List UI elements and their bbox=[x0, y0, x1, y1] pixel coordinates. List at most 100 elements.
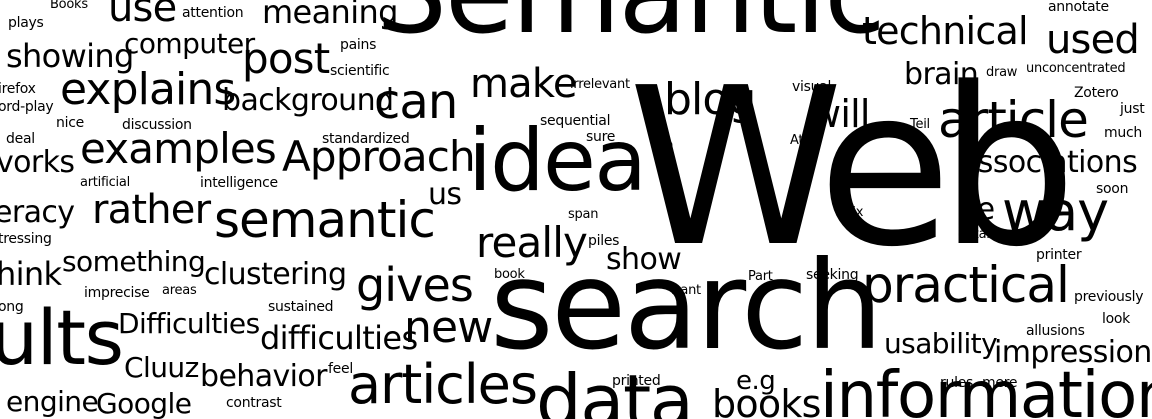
word-zotero: Zotero bbox=[1074, 85, 1119, 101]
word-difficulties: difficulties bbox=[260, 319, 418, 357]
word-mere: mere bbox=[982, 375, 1018, 391]
word-can: can bbox=[374, 74, 458, 130]
word-seeking: seeking bbox=[806, 267, 859, 283]
word-showing: showing bbox=[6, 37, 134, 75]
word-detail: detail bbox=[958, 227, 993, 242]
word-allusions: allusions bbox=[1026, 323, 1085, 339]
word-span: span bbox=[568, 207, 599, 222]
word-make: make bbox=[470, 61, 577, 107]
word-information: information bbox=[820, 359, 1152, 419]
word-eg: e.g bbox=[736, 366, 776, 396]
word-used: used bbox=[1046, 17, 1140, 63]
word-ults: ults bbox=[0, 293, 124, 382]
word-discussion: discussion bbox=[122, 117, 192, 133]
word-show: show bbox=[606, 242, 682, 277]
word-book: book bbox=[494, 267, 525, 282]
word-semantic-title: Semantic bbox=[376, 0, 886, 50]
word-impression: impression bbox=[994, 335, 1152, 370]
word-way: way bbox=[1002, 180, 1109, 243]
word-rather: rather bbox=[92, 187, 211, 233]
word-tressing: tressing bbox=[0, 231, 52, 247]
word-sequential: sequential bbox=[540, 113, 611, 129]
word-feel: feel bbox=[328, 361, 353, 377]
word-standardized: standardized bbox=[322, 131, 410, 147]
word-sure: sure bbox=[586, 129, 616, 145]
word-just: just bbox=[1120, 101, 1145, 117]
word-plays: plays bbox=[8, 15, 44, 31]
word-piles: piles bbox=[588, 233, 620, 249]
word-ong: ong bbox=[0, 299, 24, 315]
word-attention: attention bbox=[182, 5, 244, 21]
word-hink: hink bbox=[0, 255, 62, 293]
word-use: use bbox=[108, 0, 177, 31]
word-examples: examples bbox=[80, 124, 277, 173]
word-usability: usability bbox=[884, 327, 998, 360]
word-technical: technical bbox=[862, 9, 1029, 53]
word-much: much bbox=[1104, 125, 1142, 141]
word-cluuz: Cluuz bbox=[124, 351, 199, 384]
word-go: go bbox=[656, 137, 673, 153]
word-sustained: sustained bbox=[268, 299, 334, 315]
word-gives: gives bbox=[356, 258, 474, 312]
word-engine: engine bbox=[6, 385, 99, 418]
word-ord-play: ord-play bbox=[0, 99, 54, 115]
word-pains: pains bbox=[340, 37, 377, 53]
word-brain: brain bbox=[904, 57, 979, 92]
word-approach: Approach bbox=[282, 132, 476, 181]
word-deal: deal bbox=[6, 131, 35, 147]
word-search: search bbox=[490, 235, 883, 377]
word-post: post bbox=[242, 34, 330, 83]
word-books-cap: Books bbox=[50, 0, 88, 12]
word-contrast: contrast bbox=[226, 395, 282, 411]
word-blog: blog bbox=[664, 74, 756, 125]
word-imprecise: imprecise bbox=[84, 285, 150, 301]
word-practical: practical bbox=[862, 256, 1070, 314]
word-irefox: irefox bbox=[0, 81, 36, 97]
word-really: really bbox=[476, 218, 588, 267]
word-draw: draw bbox=[986, 65, 1018, 80]
word-web: Web bbox=[628, 42, 1077, 295]
word-rules: rules bbox=[940, 375, 974, 391]
word-annotate: annotate bbox=[1048, 0, 1109, 15]
word-books: books bbox=[712, 382, 821, 419]
word-ie: i.e bbox=[960, 192, 995, 227]
word-nice: nice bbox=[56, 115, 84, 131]
word-articles: articles bbox=[348, 353, 538, 416]
word-computer: computer bbox=[124, 27, 255, 60]
word-associations: associations bbox=[960, 145, 1138, 180]
word-soon: soon bbox=[1096, 181, 1129, 197]
word-zeix: Zeix bbox=[836, 205, 864, 220]
word-intelligence: intelligence bbox=[200, 175, 278, 191]
word-previously: previously bbox=[1074, 289, 1144, 305]
word-unconcentrated: unconcentrated bbox=[1026, 61, 1126, 76]
word-google: Google bbox=[96, 387, 192, 419]
word-visual: visual bbox=[792, 79, 832, 95]
word-vorks: vorks bbox=[0, 145, 75, 180]
word-idea: idea bbox=[468, 111, 647, 211]
word-new: new bbox=[404, 302, 493, 353]
word-areas: areas bbox=[162, 283, 197, 298]
word-will: will bbox=[810, 92, 870, 136]
word-semantic-lower: semantic bbox=[214, 191, 436, 249]
word-printer: printer bbox=[1036, 247, 1082, 263]
word-explains: explains bbox=[60, 64, 236, 115]
word-background: background bbox=[222, 83, 394, 118]
word-want: want bbox=[670, 283, 701, 298]
word-irrelevant: irrelevant bbox=[570, 77, 630, 92]
word-printed: printed bbox=[612, 373, 661, 389]
word-at: At bbox=[790, 133, 804, 148]
word-part: Part bbox=[748, 269, 773, 284]
word-scientific: scientific bbox=[330, 63, 390, 79]
word-meaning: meaning bbox=[262, 0, 398, 31]
word-teil: Teil bbox=[910, 117, 930, 132]
word-eracy: eracy bbox=[0, 195, 75, 230]
word-difficulties-cap: Difficulties bbox=[118, 307, 260, 340]
word-look: look bbox=[1102, 311, 1131, 327]
word-article: article bbox=[938, 91, 1089, 149]
word-behavior: behavior bbox=[200, 359, 327, 394]
word-data: data bbox=[536, 359, 694, 419]
word-us: us bbox=[428, 177, 462, 212]
word-something: something bbox=[62, 245, 206, 278]
word-clustering: clustering bbox=[204, 257, 347, 292]
